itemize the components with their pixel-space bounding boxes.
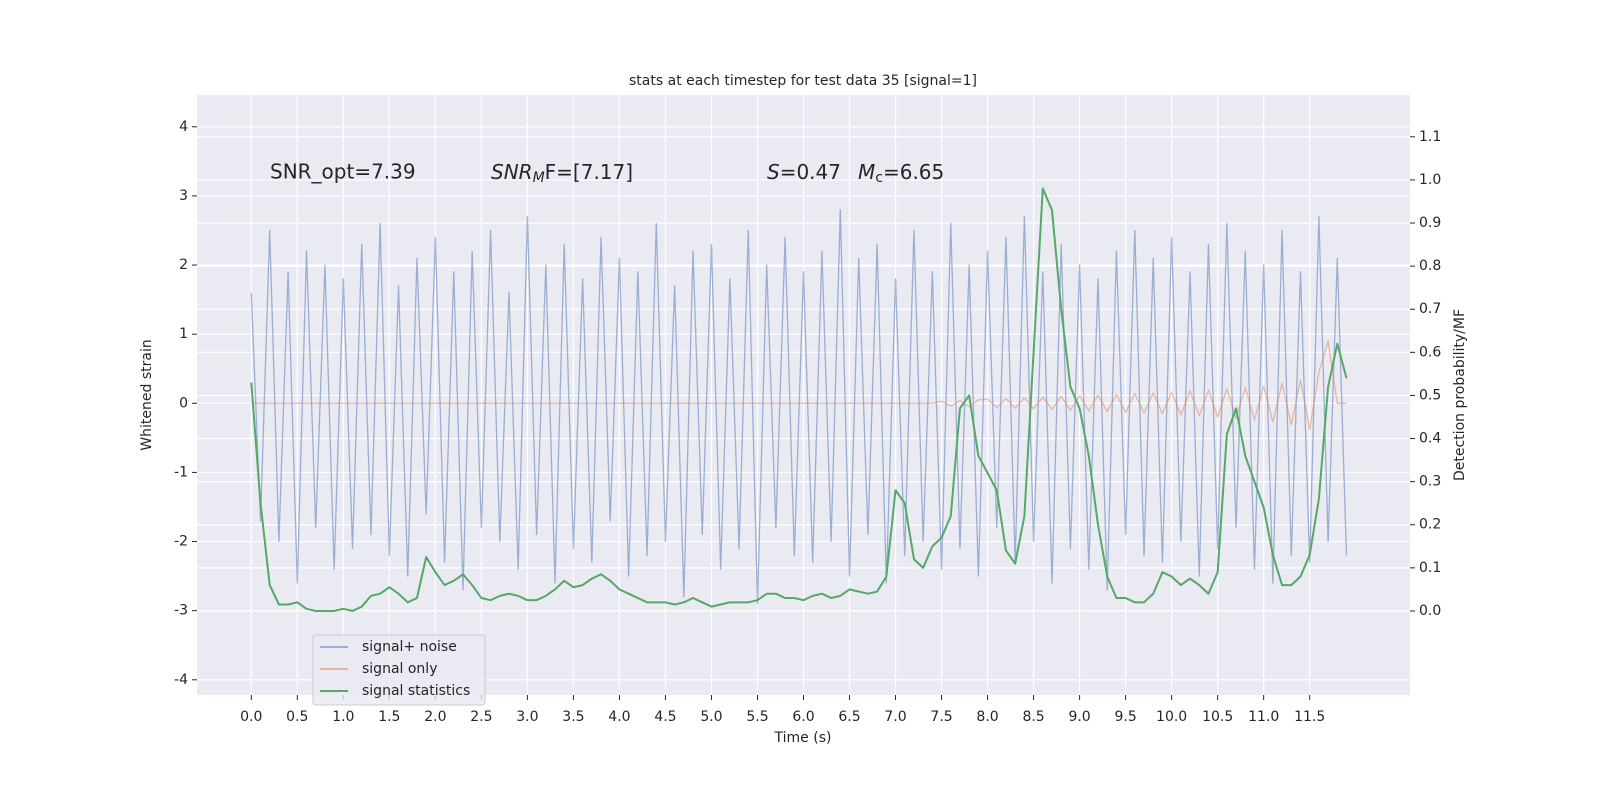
x-tick-label: 0.0 xyxy=(240,709,262,725)
x-tick-label: 7.0 xyxy=(884,709,906,725)
x-tick-label: 9.5 xyxy=(1114,709,1136,725)
y2-axis-label: Detection probability/MF xyxy=(1452,309,1468,481)
y-tick-label: 2 xyxy=(179,257,188,273)
annotation-part: M xyxy=(858,160,875,184)
y-tick-label: -1 xyxy=(174,464,188,480)
y-tick-label: -4 xyxy=(174,672,188,688)
annotation-part: =0.47 xyxy=(780,160,841,184)
y2-tick-label: 1.1 xyxy=(1419,129,1441,145)
series-line xyxy=(251,340,1347,431)
annotation-part: =6.65 xyxy=(883,160,944,184)
x-tick-label: 5.0 xyxy=(700,709,722,725)
y-tick-label: 3 xyxy=(179,188,188,204)
annotation-part: c xyxy=(875,170,883,186)
x-tick-label: 3.5 xyxy=(562,709,584,725)
y-tick-label: -2 xyxy=(174,534,188,550)
legend-label: signal+ noise xyxy=(362,639,457,655)
y-tick-label: 0 xyxy=(179,395,188,411)
legend-box xyxy=(312,634,486,706)
x-tick-label: 8.5 xyxy=(1022,709,1044,725)
annotation-part: M xyxy=(533,170,545,186)
annotation-part: F=[7.17] xyxy=(545,160,633,184)
annotation-part: S xyxy=(767,160,780,184)
x-tick-label: 2.5 xyxy=(470,709,492,725)
x-tick-label: 3.0 xyxy=(516,709,538,725)
chart-title: stats at each timestep for test data 35 … xyxy=(629,73,977,89)
series-line xyxy=(250,209,1348,605)
y2-tick-label: 0.9 xyxy=(1419,215,1441,231)
y-tick-label: -3 xyxy=(174,603,188,619)
x-tick-label: 6.0 xyxy=(792,709,814,725)
y2-tick-label: 0.8 xyxy=(1419,258,1441,274)
x-tick-label: 10.0 xyxy=(1156,709,1187,725)
x-tick-label: 9.0 xyxy=(1068,709,1090,725)
y2-tick-label: 0.2 xyxy=(1419,517,1441,533)
x-axis-label: Time (s) xyxy=(774,730,832,746)
x-tick-label: 10.5 xyxy=(1202,709,1233,725)
y2-tick-label: 0.0 xyxy=(1419,603,1441,619)
y-tick-label: 1 xyxy=(179,326,188,342)
y-axis-label: Whitened strain xyxy=(139,339,155,450)
y2-tick-label: 1.0 xyxy=(1419,172,1441,188)
x-tick-label: 7.5 xyxy=(930,709,952,725)
y2-tick-label: 0.3 xyxy=(1419,474,1441,490)
annotation: Mc=6.65 xyxy=(858,160,944,187)
annotation: SNRMF=[7.17] xyxy=(491,160,633,187)
y2-tick-label: 0.5 xyxy=(1419,387,1441,403)
legend-label: signal statistics xyxy=(362,683,470,699)
y2-tick-label: 0.6 xyxy=(1419,344,1441,360)
series-line xyxy=(250,187,1348,612)
x-tick-label: 5.5 xyxy=(746,709,768,725)
x-tick-label: 11.5 xyxy=(1294,709,1325,725)
x-tick-label: 11.0 xyxy=(1248,709,1279,725)
y-tick-label: 4 xyxy=(179,119,188,135)
x-tick-label: 6.5 xyxy=(838,709,860,725)
x-tick-label: 8.0 xyxy=(976,709,998,725)
y2-tick-label: 0.1 xyxy=(1419,560,1441,576)
x-tick-label: 2.0 xyxy=(424,709,446,725)
x-tick-label: 1.0 xyxy=(332,709,354,725)
legend-label: signal only xyxy=(362,661,437,677)
x-tick-label: 4.5 xyxy=(654,709,676,725)
y2-tick-label: 0.4 xyxy=(1419,431,1441,447)
x-tick-label: 1.5 xyxy=(378,709,400,725)
annotation: SNR_opt=7.39 xyxy=(270,160,416,184)
x-tick-label: 4.0 xyxy=(608,709,630,725)
annotation: S=0.47 xyxy=(767,160,841,184)
y2-tick-label: 0.7 xyxy=(1419,301,1441,317)
annotation-part: SNR xyxy=(491,160,533,184)
legend: signal+ noise signal only signal statistic… xyxy=(312,634,486,706)
x-tick-label: 0.5 xyxy=(286,709,308,725)
